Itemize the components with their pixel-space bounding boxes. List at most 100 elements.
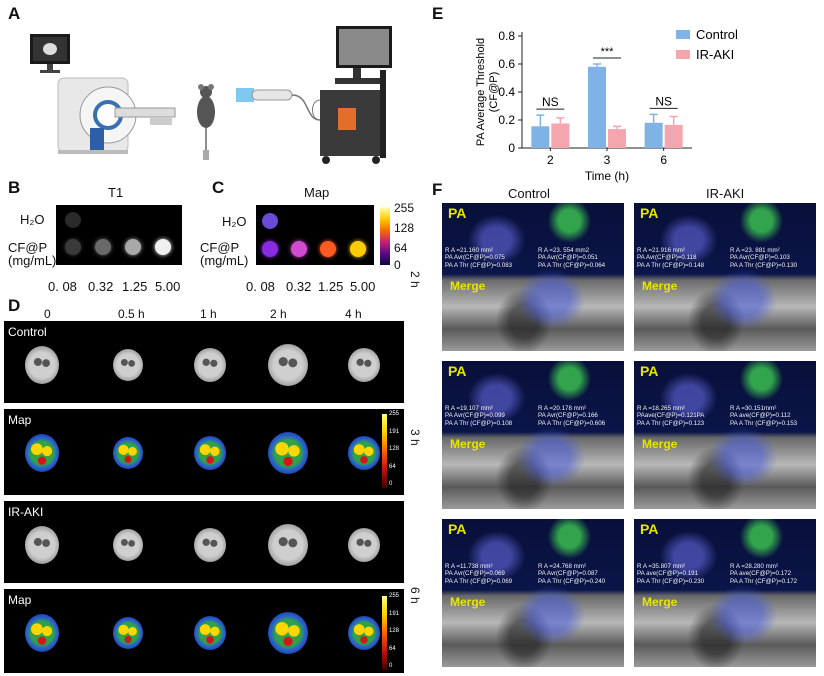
map-well-3 bbox=[320, 241, 336, 257]
panel-d-colorbar-1 bbox=[382, 414, 387, 488]
ultrasound-probe-icon bbox=[236, 88, 321, 121]
panel-c-conc-3: 5.00 bbox=[350, 279, 376, 294]
panel-d-label: D bbox=[8, 296, 21, 315]
map-well-1 bbox=[262, 241, 278, 257]
y-axis-title: PA Average Threshold bbox=[475, 38, 487, 146]
pa-signal-overlay bbox=[634, 519, 816, 667]
panel-b-conc-3: 5.00 bbox=[155, 279, 181, 294]
bar-control-2 bbox=[531, 126, 550, 148]
pa-merge-panel: PA Merge R A =11.738 mm² PA Avr(CF@P)=0.069… bbox=[442, 519, 624, 667]
y-tick-label: 0 bbox=[508, 141, 515, 155]
panel-d-time-3: 2 h bbox=[270, 307, 287, 321]
pa-label: PA bbox=[448, 205, 467, 221]
panel-b-water-label: H₂O bbox=[20, 212, 45, 227]
pa-signal-overlay bbox=[442, 361, 624, 509]
pa-label: PA bbox=[448, 521, 467, 537]
pa-merge-panel: PA Merge R A =21.916 mm² PA Avr(CF@P)=0.118… bbox=[634, 203, 816, 351]
panel-c-cbar-255: 255 bbox=[394, 201, 415, 215]
panel-c-title: Map bbox=[304, 185, 330, 200]
pa-signal-overlay bbox=[442, 203, 624, 351]
colorbar-tick-label: 191 bbox=[389, 610, 400, 617]
panel-d-time-1: 0.5 h bbox=[118, 307, 145, 321]
panel-b-cfp-label: CF@P bbox=[8, 240, 48, 255]
merge-label: Merge bbox=[450, 595, 486, 609]
panel-b-label: B bbox=[8, 178, 21, 197]
kidney-mri-image bbox=[113, 349, 143, 381]
panel-d-time-4: 4 h bbox=[345, 307, 362, 321]
roi-stats-left: R A =35.807 mm² PA ave(CF@P)=0.191 PA A Th… bbox=[637, 563, 705, 585]
kidney-mri-image bbox=[194, 528, 226, 562]
kidney-map-image bbox=[113, 617, 143, 649]
kidney-map-image bbox=[194, 436, 226, 470]
map-well-4 bbox=[350, 241, 366, 257]
kidney-mri-image bbox=[268, 524, 308, 566]
pa-label: PA bbox=[640, 205, 659, 221]
roi-stats-left: R A =21.916 mm² PA Avr(CF@P)=0.118 PA A Th… bbox=[637, 247, 705, 269]
merge-label: Merge bbox=[642, 437, 678, 451]
panel-c-conc-0: 0. 08 bbox=[246, 279, 275, 294]
pa-label: PA bbox=[640, 363, 659, 379]
t1-well-2 bbox=[95, 239, 111, 255]
map-water-well bbox=[262, 213, 278, 229]
y-tick-label: 0.6 bbox=[498, 57, 515, 71]
merge-label: Merge bbox=[450, 437, 486, 451]
legend-swatch bbox=[676, 50, 690, 59]
y-tick-label: 0.2 bbox=[498, 113, 515, 127]
t1-well-3 bbox=[125, 239, 141, 255]
panel-c-conc-2: 1.25 bbox=[318, 279, 344, 294]
significance-label: NS bbox=[655, 94, 672, 108]
kidney-map-image bbox=[348, 616, 380, 650]
legend-swatch bbox=[676, 30, 690, 39]
panel-b-conc-2: 1.25 bbox=[122, 279, 148, 294]
pa-merge-panel: PA Merge R A =19.107 mm² PA Avr(CF@P)=0.099… bbox=[442, 361, 624, 509]
panel-d-row-label: Map bbox=[8, 593, 32, 607]
y-axis-title-line2: (CF@P) bbox=[488, 72, 500, 113]
panel-c-unit-label: (mg/mL) bbox=[200, 253, 249, 268]
panel-b-conc-0: 0. 08 bbox=[48, 279, 77, 294]
y-tick-label: 0.4 bbox=[498, 85, 515, 99]
legend-label: Control bbox=[696, 27, 738, 42]
roi-stats-left: R A =21.160 mm² PA Avr(CF@P)=0.075 PA A Th… bbox=[445, 247, 513, 269]
t1-well-4 bbox=[155, 239, 171, 255]
pa-merge-panel: PA Merge R A =21.160 mm² PA Avr(CF@P)=0.075… bbox=[442, 203, 624, 351]
roi-stats-right: R A =30.151mm² PA ave(CF@P)=0.112 PA A Thr… bbox=[730, 405, 798, 427]
t1-water-well bbox=[65, 212, 81, 228]
panel-a-label: A bbox=[8, 4, 21, 23]
panel-c-map-image bbox=[256, 205, 374, 265]
panel-d-time-0: 0 bbox=[44, 307, 51, 321]
bar-ir-aki-3 bbox=[608, 129, 626, 148]
kidney-map-image bbox=[25, 434, 59, 472]
panel-b-title: T1 bbox=[108, 185, 124, 200]
bar-control-3 bbox=[588, 66, 606, 148]
roi-stats-right: R A =24.768 mm² PA Avr(CF@P)=0.087 PA A Th… bbox=[538, 563, 606, 585]
panel-f-col-iraki: IR-AKI bbox=[706, 186, 745, 201]
bar-ir-aki-2 bbox=[551, 123, 570, 148]
panel-a-schematic bbox=[20, 20, 420, 170]
colorbar-tick-label: 0 bbox=[389, 663, 393, 669]
merge-label: Merge bbox=[450, 279, 486, 293]
roi-stats-left: R A =11.738 mm² PA Avr(CF@P)=0.069 PA A Th… bbox=[445, 563, 513, 585]
mouse-icon bbox=[197, 84, 215, 160]
panel-b-conc-1: 0.32 bbox=[88, 279, 114, 294]
x-tick-label: 6 bbox=[660, 153, 667, 167]
colorbar-tick-label: 255 bbox=[389, 411, 400, 417]
kidney-mri-image bbox=[25, 346, 59, 384]
kidney-mri-image bbox=[268, 344, 308, 386]
panel-f-row-time: 2 h bbox=[408, 271, 422, 288]
panel-c-water-label: H₂O bbox=[222, 214, 247, 229]
kidney-map-image bbox=[25, 614, 59, 652]
mri-monitor-icon bbox=[30, 34, 70, 73]
roi-stats-right: R A =20.178 mm² PA Avr(CF@P)=0.166 PA A Th… bbox=[538, 405, 606, 427]
kidney-mri-image bbox=[348, 528, 380, 562]
panel-c-colorbar bbox=[380, 207, 390, 265]
pa-signal-overlay bbox=[442, 519, 624, 667]
pa-imaging-system-icon bbox=[312, 26, 392, 164]
roi-stats-left: R A =18.265 mm² PAave(CF@P)=0.121PA PA A T… bbox=[637, 405, 705, 427]
panel-c-conc-1: 0.32 bbox=[286, 279, 312, 294]
pa-signal-overlay bbox=[634, 203, 816, 351]
colorbar-tick-label: 0 bbox=[389, 481, 393, 487]
legend-label: IR-AKI bbox=[696, 47, 734, 62]
kidney-map-image bbox=[194, 616, 226, 650]
panel-e-label: E bbox=[432, 4, 444, 23]
panel-f-row-time: 6 h bbox=[408, 587, 422, 604]
